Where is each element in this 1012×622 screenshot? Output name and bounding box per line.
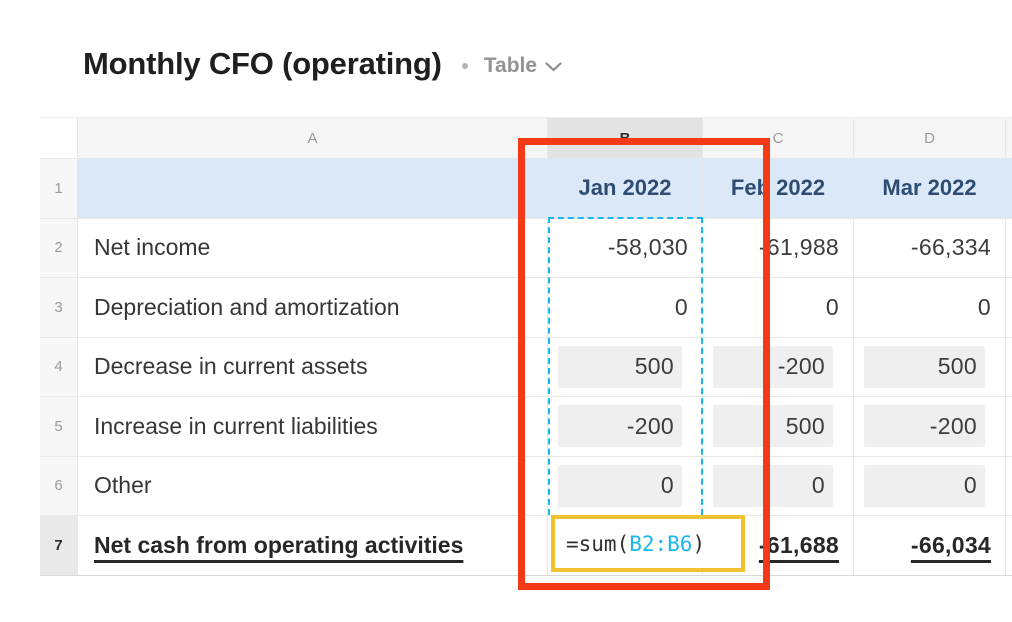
page-title: Monthly CFO (operating) [83,46,442,81]
row-number[interactable]: 3 [40,278,78,337]
table-row: 2 Net income -58,030 -61,988 -66,334 [40,218,1012,278]
corner-cell [40,118,78,158]
cell-e3 [1006,278,1012,337]
table-row: 3 Depreciation and amortization 0 0 0 [40,278,1012,338]
input-pill: 500 [864,345,985,388]
input-pill: 0 [713,464,833,507]
cell-d5[interactable]: -200 [854,397,1006,456]
cell-b5[interactable]: -200 [548,397,703,456]
input-pill: 0 [558,464,682,507]
row-number[interactable]: 1 [40,159,78,218]
column-header-row: A B C D [40,118,1012,159]
cell-c6[interactable]: 0 [703,456,854,515]
row-number[interactable]: 6 [40,456,78,515]
row-number[interactable]: 5 [40,397,78,456]
row-label-cell[interactable]: Increase in current liabilities [78,397,548,456]
cell-b2[interactable]: -58,030 [548,218,703,277]
input-pill: 500 [713,405,833,448]
formula-editor[interactable]: =sum(B2:B6) [551,515,745,572]
separator-dot-icon [461,63,468,69]
cell-e7 [1006,516,1012,575]
formula-range-ref: B2:B6 [629,531,693,556]
cell-c7[interactable]: -61,688 [703,516,854,575]
input-pill: 500 [558,345,682,388]
spreadsheet-table: A B C D 1 Jan 2022 Feb 2022 Mar 2022 2 N… [40,117,1012,576]
cell-d6[interactable]: 0 [854,456,1006,515]
row-number[interactable]: 2 [40,218,78,277]
row-label-cell[interactable]: Other [78,456,548,515]
row-label-cell[interactable] [78,159,548,218]
row-number[interactable]: 4 [40,337,78,396]
cell-b1[interactable]: Jan 2022 [548,159,703,218]
formula-close-paren: ) [692,531,706,556]
cell-d3[interactable]: 0 [854,278,1006,337]
view-selector-label: Table [483,53,538,77]
column-header-e-sliver [1006,118,1012,158]
cell-d1[interactable]: Mar 2022 [854,159,1006,218]
table-row: 5 Increase in current liabilities -200 5… [40,397,1012,457]
cell-b3[interactable]: 0 [548,278,703,337]
cell-e4 [1006,338,1012,397]
row-label-cell[interactable]: Depreciation and amortization [78,278,548,337]
input-pill: -200 [558,405,682,448]
cell-c4[interactable]: -200 [703,337,854,396]
column-header-a[interactable]: A [78,118,548,158]
cell-e1 [1006,159,1012,218]
input-pill: 0 [864,464,985,507]
row-number[interactable]: 7 [40,516,78,575]
cell-e6 [1006,457,1012,516]
column-header-d[interactable]: D [854,118,1006,158]
page-header: Monthly CFO (operating) Table [83,46,562,82]
column-header-c[interactable]: C [703,118,854,158]
table-row: 6 Other 0 0 0 [40,456,1012,516]
input-pill: -200 [713,345,833,388]
cell-b6[interactable]: 0 [548,456,703,515]
cell-c1[interactable]: Feb 2022 [703,159,854,218]
formula-text: =sum( [566,531,630,556]
cell-d2[interactable]: -66,334 [854,218,1006,277]
table-row: 1 Jan 2022 Feb 2022 Mar 2022 [40,159,1012,219]
column-header-b[interactable]: B [548,118,703,158]
cell-b4[interactable]: 500 [548,337,703,396]
table-row-total: 7 Net cash from operating activities -61… [40,516,1012,575]
cell-c2[interactable]: -61,988 [703,218,854,277]
cell-e2 [1006,219,1012,278]
table-row: 4 Decrease in current assets 500 -200 50… [40,337,1012,397]
cell-c3[interactable]: 0 [703,278,854,337]
cell-d7[interactable]: -66,034 [854,516,1006,575]
row-label-cell[interactable]: Net income [78,218,548,277]
cell-d4[interactable]: 500 [854,337,1006,396]
view-selector[interactable]: Table [484,54,562,78]
input-pill: -200 [864,405,985,448]
cell-e5 [1006,397,1012,456]
row-label-cell[interactable]: Net cash from operating activities [78,516,548,575]
cell-c5[interactable]: 500 [703,397,854,456]
chevron-down-icon [545,60,562,75]
row-label-cell[interactable]: Decrease in current assets [78,337,548,396]
